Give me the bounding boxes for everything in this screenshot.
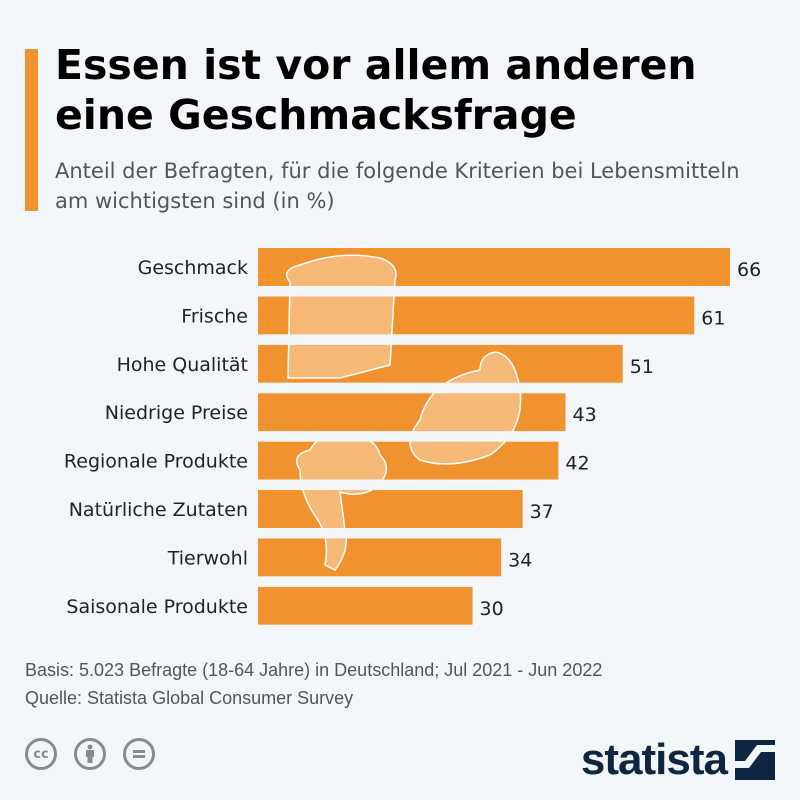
bar [258, 344, 623, 383]
accent-bar [25, 49, 38, 211]
chart-subtitle: Anteil der Befragten, für die folgende K… [55, 159, 740, 213]
bar-gap [258, 576, 738, 587]
category-label: Saisonale Produkte [66, 596, 248, 618]
bar [258, 296, 695, 335]
category-label: Regionale Produkte [64, 451, 248, 473]
basis-note: Basis: 5.023 Befragte (18-64 Jahre) in D… [25, 660, 603, 680]
bar [258, 393, 566, 432]
value-label: 51 [630, 356, 654, 378]
bar-chart: Geschmack 66 Frische 61 Hohe Qualität 51 Niedr… [64, 248, 761, 630]
value-label: 30 [480, 598, 504, 620]
value-label: 43 [573, 404, 597, 426]
cc-icon[interactable]: cc [25, 738, 57, 770]
value-label: 34 [508, 549, 532, 571]
bar [258, 248, 730, 286]
bar-gap [258, 479, 738, 490]
category-label: Niedrige Preise [105, 402, 248, 424]
bar [258, 586, 473, 625]
value-label: 66 [737, 259, 761, 281]
value-label: 42 [565, 453, 589, 475]
category-label: Frische [181, 305, 248, 327]
by-icon[interactable] [74, 738, 106, 770]
source-note: Quelle: Statista Global Consumer Survey [25, 688, 354, 708]
bar [258, 441, 559, 480]
statista-logo-icon [735, 740, 775, 780]
bar-gap [258, 528, 738, 539]
bar-gap [258, 286, 738, 297]
bar-gap [258, 624, 738, 630]
bar-gap [258, 382, 738, 394]
bar [258, 538, 502, 577]
bar-gap [258, 334, 738, 345]
bar-gap [258, 431, 738, 442]
statista-logo[interactable]: statista [581, 735, 775, 785]
value-label: 61 [701, 307, 725, 329]
value-label: 37 [530, 501, 554, 523]
category-label: Geschmack [138, 257, 248, 279]
category-label: Natürliche Zutaten [69, 499, 248, 521]
logo-text: statista [580, 735, 728, 784]
bar [258, 490, 523, 528]
nd-icon[interactable] [123, 738, 155, 770]
chart-title: Essen ist vor allem anderen eine Geschma… [55, 41, 697, 139]
category-label: Hohe Qualität [117, 354, 248, 376]
category-label: Tierwohl [167, 547, 248, 569]
